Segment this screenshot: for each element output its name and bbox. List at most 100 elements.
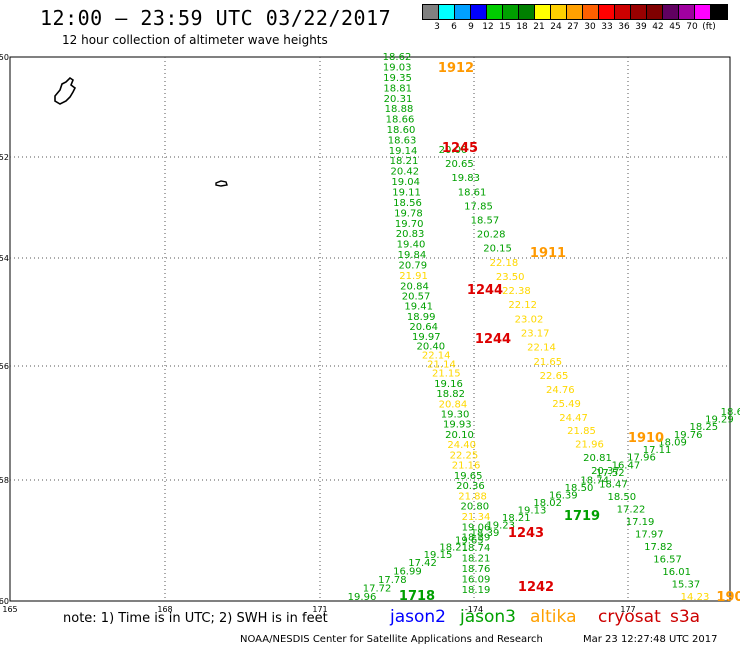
wave-height-reading: 18.99: [407, 312, 436, 323]
wave-height-reading: 19.29: [705, 415, 734, 426]
wave-height-reading: 18.82: [436, 389, 465, 400]
wave-height-reading: 19.41: [404, 302, 433, 313]
pass-time-label: 1243: [508, 526, 544, 541]
wave-height-reading: 21.65: [533, 357, 562, 368]
legend-label: 42: [652, 22, 664, 32]
wave-height-reading: 20.57: [402, 292, 431, 303]
wave-height-reading: 20.42: [390, 167, 419, 178]
wave-height-reading: 18.50: [565, 483, 594, 494]
satellite-name: altika: [530, 607, 577, 627]
latitude-tick-label: -52: [0, 153, 9, 162]
wave-height-reading: 18.66: [386, 115, 415, 126]
wave-height-reading: 17.72: [363, 584, 392, 595]
wave-height-reading: 17.78: [378, 575, 407, 586]
island-outline-large: [54, 76, 77, 105]
latitude-tick-label: -56: [0, 362, 9, 371]
wave-height-reading: 17.22: [617, 505, 646, 516]
legend-swatch: [710, 4, 728, 20]
wave-height-reading: 19.11: [392, 188, 421, 199]
wave-height-reading: 20.15: [483, 244, 512, 255]
legend-label: 70: [686, 22, 698, 32]
legend-label: 21: [533, 22, 545, 32]
wave-height-reading: 20.10: [445, 430, 474, 441]
wave-height-reading: 18.74: [580, 476, 609, 487]
legend-label: 6: [451, 22, 457, 32]
wave-height-reading: 21.85: [567, 426, 596, 437]
page-subtitle: 12 hour collection of altimeter wave hei…: [62, 33, 328, 47]
wave-height-reading: 21.96: [575, 440, 604, 451]
legend-label: (ft): [702, 22, 716, 32]
wave-height-reading: 19.84: [398, 250, 427, 261]
latitude-tick-label: -60: [0, 597, 9, 606]
wave-height-reading: 18.21: [390, 156, 419, 167]
wave-height-reading: 18.60: [387, 125, 416, 136]
wave-height-reading: 21.91: [399, 271, 428, 282]
wave-height-reading: 18.47: [599, 479, 628, 490]
wave-height-reading: 17.97: [635, 530, 664, 541]
legend-label: 3: [434, 22, 440, 32]
wave-height-reading: 16.01: [662, 567, 691, 578]
pass-time-label: 1244: [475, 332, 511, 347]
wave-height-reading: 24.76: [546, 385, 575, 396]
wave-height-reading: 21.15: [432, 369, 461, 380]
wave-height-reading: 23.02: [515, 314, 544, 325]
generated-timestamp: Mar 23 12:27:48 UTC 2017: [583, 634, 718, 645]
wave-height-reading: 19.76: [674, 430, 703, 441]
legend-label: 45: [669, 22, 681, 32]
wave-height-reading: 19.97: [412, 332, 441, 343]
wave-height-reading: 18.02: [533, 498, 562, 509]
satellite-name: s3a: [670, 607, 701, 627]
time-labels: 1912 1245 1911 1244 1244 1910 1719 1243 1242 1718…: [399, 61, 740, 605]
wave-height-reading: 22.14: [422, 350, 451, 361]
wave-height-reading: 20.84: [400, 281, 429, 292]
wave-height-reading: 20.31: [384, 94, 413, 105]
wave-height-reading: 18.39: [462, 533, 491, 544]
wave-height-reading: 18.39: [471, 528, 500, 539]
wave-height-reading: 19.65: [455, 535, 484, 546]
wave-height-reading: 15.37: [672, 580, 701, 591]
wave-height-reading: 23.17: [521, 329, 550, 340]
wave-height-reading: 18.81: [383, 83, 412, 94]
wave-height-reading: 17.19: [626, 517, 655, 528]
wave-height-reading: 19.06: [462, 522, 491, 533]
wave-height-reading: 24.47: [559, 413, 588, 424]
wave-height-reading: 17.11: [643, 445, 672, 456]
wave-height-reading: 19.83: [451, 173, 480, 184]
island-outline-small: [215, 180, 228, 187]
wave-height-reading: 22.14: [527, 343, 556, 354]
wave-height-reading: 20.80: [460, 502, 489, 513]
wave-height-reading: 22.65: [540, 371, 569, 382]
wave-height-reading: 23.50: [496, 272, 525, 283]
pass-time-label: 1912: [438, 61, 474, 76]
page-title: 12:00 — 23:59 UTC 03/22/2017: [40, 6, 392, 30]
wave-height-reading: 21.34: [462, 512, 491, 523]
pass-time-label: 1245: [442, 141, 478, 156]
pass-time-label: 190: [716, 590, 740, 605]
legend-label: 9: [468, 22, 474, 32]
wave-height-reading: 22.38: [502, 286, 531, 297]
wave-height-reading: 20.36: [456, 481, 485, 492]
wave-height-reading: 21.16: [452, 461, 481, 472]
wave-height-reading: 18.50: [607, 492, 636, 503]
pass-time-label: 1719: [564, 509, 600, 524]
wave-height-reading: 18.56: [393, 198, 422, 209]
wave-height-reading: 19.14: [389, 146, 418, 157]
longitude-tick-label: 165: [2, 605, 17, 614]
wave-height-reading: 19.93: [443, 420, 472, 431]
wave-height-reading: 18.63: [388, 135, 417, 146]
satellite-name: jason2: [390, 607, 446, 627]
wave-height-reading: 25.49: [552, 399, 581, 410]
legend-label: 33: [601, 22, 613, 32]
island-outlines: [54, 76, 228, 187]
wave-height-reading: 16.99: [393, 567, 422, 578]
wave-height-reading: 20.79: [398, 260, 427, 271]
wave-height-reading: 22.18: [490, 258, 519, 269]
wave-height-reading: 17.82: [644, 542, 673, 553]
wave-height-reading: 18.09: [658, 438, 687, 449]
wave-height-reading: 20.37: [591, 466, 620, 477]
legend-label: 36: [618, 22, 630, 32]
latitude-tick-label: -50: [0, 53, 9, 62]
longitude-tick-label: 171: [312, 605, 327, 614]
latitude-tick-label: -54: [0, 254, 9, 263]
